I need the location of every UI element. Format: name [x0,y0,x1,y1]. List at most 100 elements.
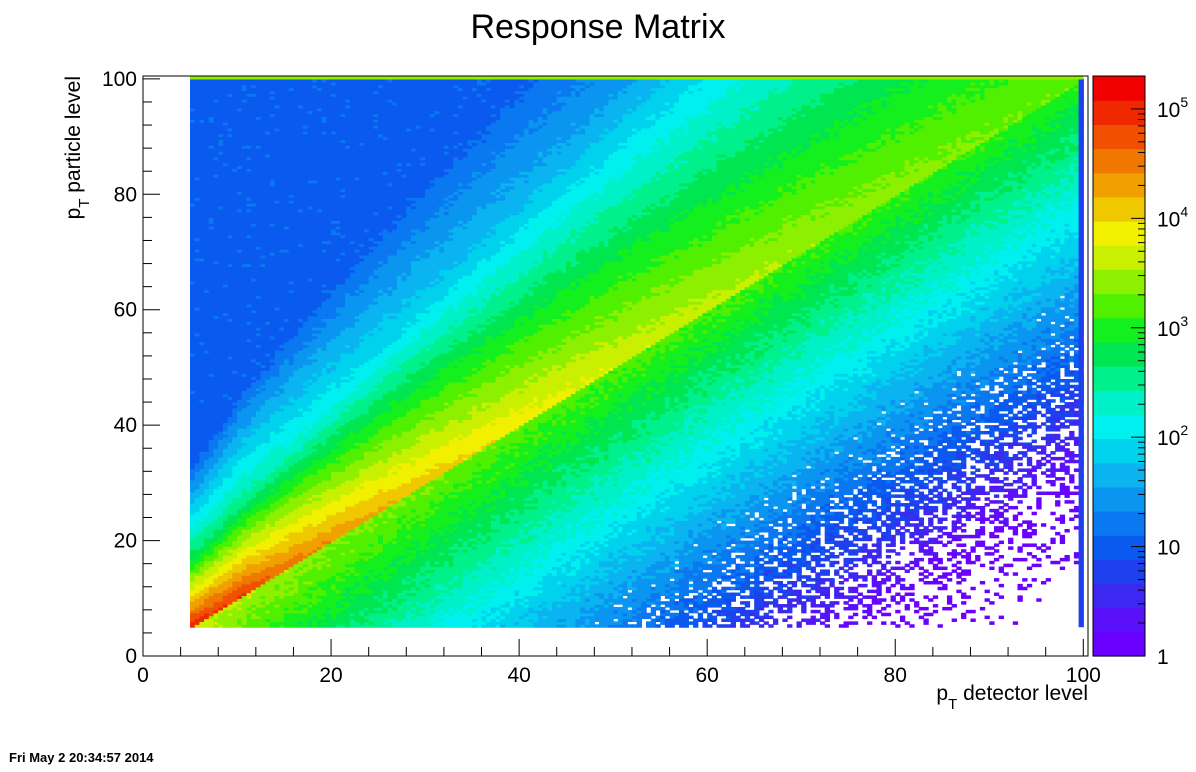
heatmap-cell [227,445,233,449]
heatmap-cell [194,84,201,89]
heatmap-cell [208,583,215,588]
heatmap-cell [218,122,224,126]
heatmap-cell [190,191,196,195]
heatmap-cell [204,96,210,100]
heatmap-cell [194,485,201,490]
heatmap-cell [218,517,224,521]
heatmap-cell [227,306,233,311]
heatmap-cell [194,194,201,198]
heatmap-cell [222,549,229,553]
heatmap-cell [213,104,219,109]
heatmap-cell [218,234,224,239]
heatmap-cell [194,272,201,276]
heatmap-cell [190,355,196,360]
heatmap-cell [222,436,229,441]
heatmap-cell [227,344,233,348]
heatmap-cell [208,615,215,620]
heatmap-cell [194,586,201,591]
heatmap-cell [204,402,210,406]
heatmap-cell [199,503,205,507]
heatmap-cell [213,101,219,106]
heatmap-cell [227,257,233,262]
heatmap-cell [204,252,210,256]
heatmap-cell [227,430,233,435]
heatmap-cell [194,188,201,193]
heatmap-cell [227,347,233,351]
heatmap-cell [222,531,229,536]
heatmap-cell [199,468,205,472]
heatmap-cell [218,442,224,446]
heatmap-cell [222,220,229,224]
heatmap-cell [204,312,210,317]
heatmap-cell [222,263,229,268]
heatmap-cell [227,358,233,363]
heatmap-cell [208,494,215,498]
heatmap-cell [208,332,215,337]
heatmap-cell [208,179,215,184]
heatmap-cell [194,185,201,190]
heatmap-cell [213,479,219,484]
heatmap-cell [204,381,210,386]
heatmap-cell [227,214,233,218]
heatmap-cell [218,497,224,501]
heatmap-cell [199,174,205,178]
heatmap-cell [208,280,215,285]
heatmap-cell [194,321,201,325]
heatmap-cell [199,531,205,536]
heatmap-cell [204,456,210,461]
heatmap-cell [218,364,224,369]
heatmap-cell [218,471,224,475]
heatmap-cell [204,269,210,273]
heatmap-cell [199,116,205,120]
heatmap-cell [190,182,196,187]
heatmap-cell [194,508,201,513]
heatmap-cell [213,474,219,478]
heatmap-cell [213,407,219,412]
heatmap-cell [213,125,219,129]
heatmap-cell [227,491,233,496]
heatmap-cell [199,580,205,585]
heatmap-cell [227,433,233,438]
heatmap-cell [218,254,224,259]
heatmap-cell [204,295,210,299]
heatmap-cell [218,298,224,302]
heatmap-cell [194,358,201,363]
heatmap-cell [204,254,210,259]
heatmap-cell [227,289,233,294]
heatmap-cell [208,618,215,622]
heatmap-cell [213,110,219,115]
heatmap-cell [213,419,219,423]
heatmap-cell [208,560,215,565]
heatmap-cell [227,243,233,247]
heatmap-cell [227,335,233,340]
heatmap-cell [222,347,229,351]
heatmap-cell [218,220,224,224]
heatmap-cell [227,428,233,432]
heatmap-cell [204,442,210,446]
heatmap-cell [208,130,215,135]
heatmap-cell [190,448,196,452]
heatmap-cell [213,197,219,201]
heatmap-cell [190,303,196,308]
heatmap-cell [213,159,219,164]
heatmap-cell [218,217,224,221]
heatmap-cell [222,188,229,193]
heatmap-cell [222,373,229,377]
heatmap-cell [204,580,210,585]
heatmap-cell [218,381,224,386]
heatmap-cell [199,367,205,371]
heatmap-cell [213,523,219,527]
heatmap-cell [204,477,210,481]
heatmap-cell [190,497,196,501]
heatmap-cell [204,249,210,253]
heatmap-cell [227,338,233,343]
heatmap-cell [218,110,224,115]
heatmap-cell [199,373,205,377]
heatmap-cell [204,543,210,547]
heatmap-cell [199,185,205,190]
heatmap-cell [222,367,229,371]
heatmap-cell [204,139,210,143]
heatmap-cell [190,569,196,573]
heatmap-cell [199,465,205,470]
